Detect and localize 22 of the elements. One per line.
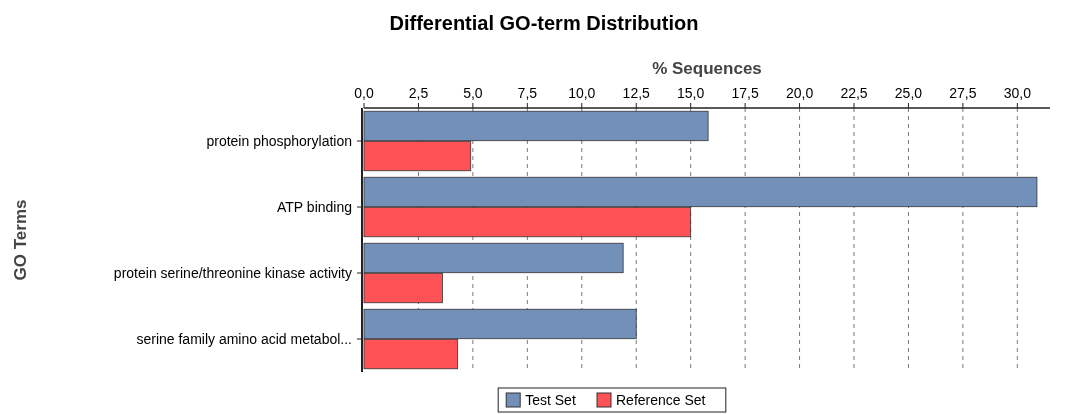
x-tick-label: 12,5 bbox=[622, 85, 651, 101]
chart-title: Differential GO-term Distribution bbox=[389, 12, 699, 34]
x-tick-label: 17,5 bbox=[731, 85, 759, 101]
y-tick-label: ATP binding bbox=[277, 198, 352, 215]
legend-label: Reference Set bbox=[616, 392, 706, 408]
x-axis-title: % Sequences bbox=[652, 59, 762, 78]
x-tick-label: 30,0 bbox=[1003, 85, 1032, 101]
x-tick-label: 2,5 bbox=[408, 85, 429, 101]
x-tick-label: 5,0 bbox=[463, 85, 483, 101]
x-tick-label: 7,5 bbox=[517, 85, 538, 101]
x-tick-label: 25,0 bbox=[894, 85, 923, 101]
y-axis-title: GO Terms bbox=[11, 199, 30, 281]
x-tick-label: 0,0 bbox=[354, 85, 374, 101]
y-tick-label: serine family amino acid metabol... bbox=[136, 330, 352, 347]
x-tick-label: 20,0 bbox=[785, 85, 814, 101]
y-tick-label: protein serine/threonine kinase activity bbox=[113, 264, 352, 281]
x-tick-label: 22,5 bbox=[840, 85, 868, 101]
x-tick-label: 10,0 bbox=[568, 85, 596, 101]
x-tick-label: 15,0 bbox=[677, 85, 705, 101]
legend-label: Test Set bbox=[525, 392, 576, 408]
x-tick-label: 27,5 bbox=[949, 85, 977, 101]
y-tick-label: protein phosphorylation bbox=[206, 132, 352, 149]
